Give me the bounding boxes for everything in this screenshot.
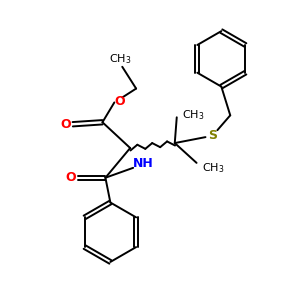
Text: O: O (65, 171, 76, 184)
Text: CH$_3$: CH$_3$ (109, 52, 131, 66)
Text: O: O (114, 95, 124, 108)
Text: O: O (61, 118, 71, 131)
Text: CH$_3$: CH$_3$ (202, 161, 224, 175)
Text: NH: NH (133, 158, 153, 170)
Text: S: S (208, 129, 217, 142)
Text: CH$_3$: CH$_3$ (182, 108, 204, 122)
